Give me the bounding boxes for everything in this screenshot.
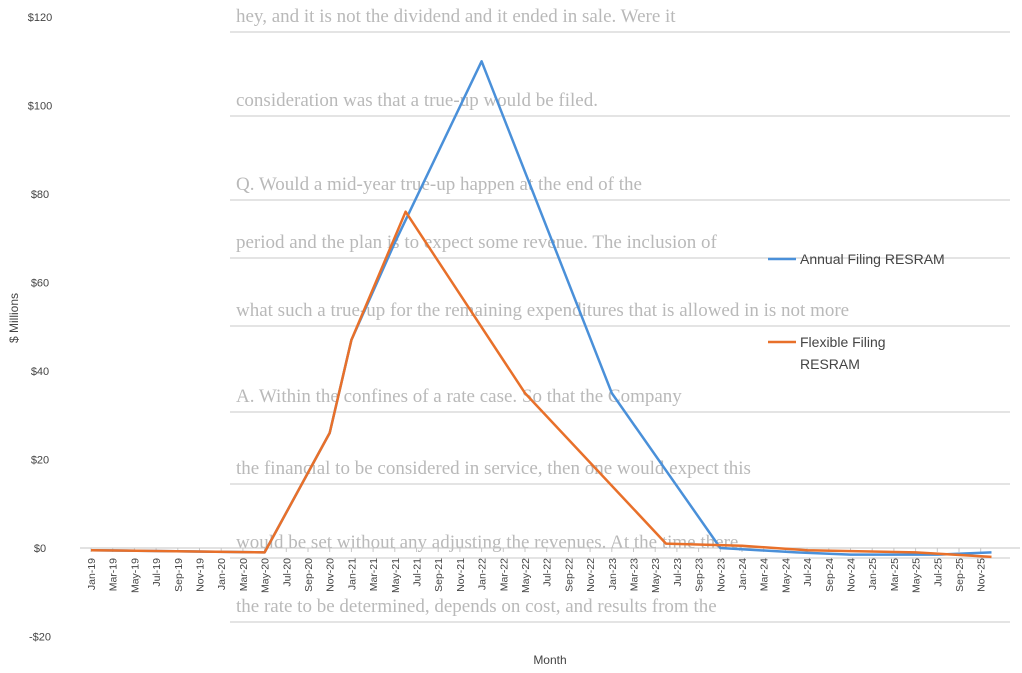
x-tick-label: Mar-21: [368, 558, 380, 591]
y-tick-label: $20: [31, 455, 49, 467]
x-tick-label: Jul-23: [672, 558, 684, 587]
x-tick-label: Sep-25: [954, 558, 966, 592]
x-tick-label: Sep-20: [303, 558, 315, 592]
background-text-line: period and the plan is to expect some re…: [236, 232, 718, 253]
x-tick-label: Jul-25: [932, 558, 944, 587]
x-tick-label: Sep-21: [433, 558, 445, 592]
legend: Annual Filing RESRAM Flexible Filing RESR…: [768, 251, 945, 372]
x-tick-label: Sep-24: [824, 558, 836, 592]
x-tick-label: Jan-21: [346, 558, 358, 590]
x-tick-label: Nov-22: [585, 558, 597, 592]
x-tick-label: Sep-19: [173, 558, 185, 592]
x-tick-label: May-21: [390, 558, 402, 593]
y-tick-label: $120: [28, 12, 52, 24]
series-lines: [90, 60, 992, 559]
y-axis-label: $ Millions: [7, 293, 21, 343]
x-tick-label: Mar-25: [889, 558, 901, 591]
background-text-line: the rate to be determined, depends on co…: [236, 596, 717, 617]
background-text-line: the financial to be considered in servic…: [236, 458, 751, 479]
x-tick-label: Mar-23: [629, 558, 641, 591]
x-tick-label: May-25: [911, 558, 923, 593]
x-axis-ticks: Jan-19 Mar-19 May-19 Jul-19 Sep-19 Nov-19 Jan-…: [86, 548, 988, 593]
x-tick-label: Sep-22: [563, 558, 575, 592]
background-text-line: A. Within the confines of a rate case. S…: [236, 386, 682, 407]
x-tick-label: May-23: [650, 558, 662, 593]
x-tick-label: May-24: [780, 558, 792, 593]
background-text-line: hey, and it is not the dividend and it e…: [236, 6, 676, 27]
background-text-line: consideration was that a true-up would b…: [236, 90, 598, 111]
background-text-line: Q. Would a mid-year true-up happen at th…: [236, 174, 642, 195]
legend-label-flexible: Flexible Filing RESRAM: [800, 334, 886, 372]
x-tick-label: Mar-22: [498, 558, 510, 591]
y-tick-label: $40: [31, 366, 49, 378]
x-tick-label: Nov-25: [976, 558, 988, 592]
y-tick-label: $60: [31, 278, 49, 290]
x-tick-label: Nov-20: [325, 558, 337, 592]
series-line-flexible: [90, 210, 992, 559]
x-tick-label: Jul-24: [802, 558, 814, 587]
x-tick-label: Jul-21: [412, 558, 424, 587]
x-tick-label: May-22: [520, 558, 532, 593]
y-axis-ticks: -$20 $0 $20 $40 $60 $80 $100 $120: [28, 12, 52, 644]
x-tick-label: Jan-25: [867, 558, 879, 590]
x-axis-label: Month: [533, 653, 566, 667]
x-tick-label: Jan-23: [607, 558, 619, 590]
y-tick-label: -$20: [29, 632, 51, 644]
background-text-line: what such a true-up for the remaining ex…: [236, 300, 849, 321]
x-tick-label: May-20: [260, 558, 272, 593]
y-tick-label: $80: [31, 189, 49, 201]
x-tick-label: Nov-24: [846, 558, 858, 592]
x-tick-label: Sep-23: [694, 558, 706, 592]
x-tick-label: Mar-24: [759, 558, 771, 591]
legend-label-annual: Annual Filing RESRAM: [800, 251, 945, 267]
y-tick-label: $100: [28, 101, 52, 113]
x-tick-label: Jul-20: [281, 558, 293, 587]
y-tick-label: $0: [34, 543, 46, 555]
x-tick-label: Mar-20: [238, 558, 250, 591]
x-tick-label: Mar-19: [108, 558, 120, 591]
x-tick-label: Jan-19: [86, 558, 98, 590]
x-tick-label: Jan-24: [737, 558, 749, 590]
x-tick-label: Jul-19: [151, 558, 163, 587]
x-tick-label: Jan-22: [477, 558, 489, 590]
x-tick-label: May-19: [129, 558, 141, 593]
background-scanned-text: hey, and it is not the dividend and it e…: [230, 6, 1010, 623]
x-tick-label: Jul-22: [542, 558, 554, 587]
x-tick-label: Nov-23: [715, 558, 727, 592]
x-tick-label: Nov-19: [195, 558, 207, 592]
x-tick-label: Jan-20: [216, 558, 228, 590]
x-tick-label: Nov-21: [455, 558, 467, 592]
